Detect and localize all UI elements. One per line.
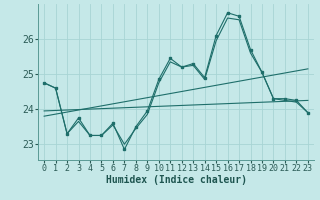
X-axis label: Humidex (Indice chaleur): Humidex (Indice chaleur) xyxy=(106,175,246,185)
